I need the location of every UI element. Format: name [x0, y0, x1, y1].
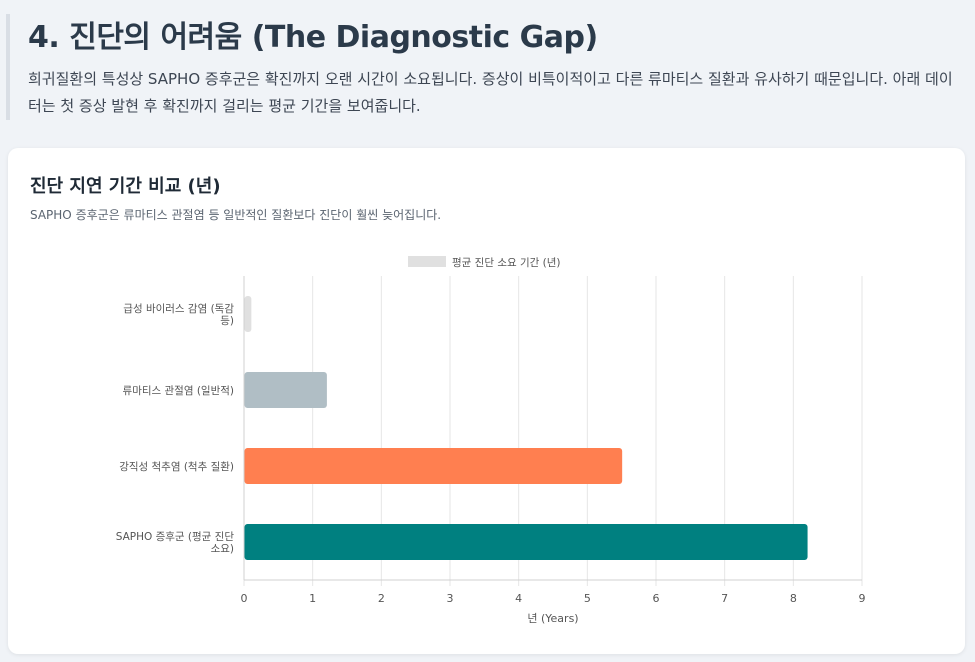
- legend-swatch: [408, 256, 446, 267]
- category-label: 소요): [211, 543, 234, 555]
- category-label: SAPHO 증후군 (평균 진단: [116, 531, 235, 543]
- legend-label: 평균 진단 소요 기간 (년): [452, 257, 560, 269]
- x-tick-label: 7: [721, 592, 728, 605]
- category-label: 등): [220, 315, 234, 327]
- bar: [244, 296, 252, 332]
- x-tick-label: 1: [309, 592, 316, 605]
- bar-chart: 0 1 2 3 4 5 6 7 8 9 급성 바이러스 감염 (독감등) 류마티스 관절염 (일반적)…: [116, 256, 866, 625]
- section-description: 희귀질환의 특성상 SAPHO 증후군은 확진까지 오랜 시간이 소요됩니다. …: [28, 70, 953, 115]
- x-tick-label: 2: [378, 592, 385, 605]
- category-label: 강직성 척추염 (척추 질환): [119, 461, 234, 473]
- x-tick-label: 8: [790, 592, 797, 605]
- category-label: 급성 바이러스 감염 (독감: [123, 303, 234, 315]
- bar: [244, 448, 623, 484]
- bar: [244, 372, 327, 408]
- x-tick-label: 9: [859, 592, 866, 605]
- category-label: 류마티스 관절염 (일반적): [123, 384, 234, 397]
- chart-card: 진단 지연 기간 비교 (년) SAPHO 증후군은 류마티스 관절염 등 일반…: [8, 148, 965, 654]
- x-tick-label: 0: [241, 592, 248, 605]
- x-tick-label: 6: [653, 592, 660, 605]
- x-axis-title: 년 (Years): [527, 612, 578, 625]
- card-subtitle: SAPHO 증후군은 류마티스 관절염 등 일반적인 질환보다 진단이 훨씬 늦…: [30, 208, 442, 222]
- x-tick-label: 4: [515, 592, 522, 605]
- bar: [244, 524, 808, 560]
- x-tick-label: 5: [584, 592, 591, 605]
- x-tick-label: 3: [447, 592, 454, 605]
- section-header: 4. 진단의 어려움 (The Diagnostic Gap) 희귀질환의 특성…: [6, 14, 970, 120]
- section-title: 4. 진단의 어려움 (The Diagnostic Gap): [28, 20, 598, 55]
- card-title: 진단 지연 기간 비교 (년): [30, 176, 221, 197]
